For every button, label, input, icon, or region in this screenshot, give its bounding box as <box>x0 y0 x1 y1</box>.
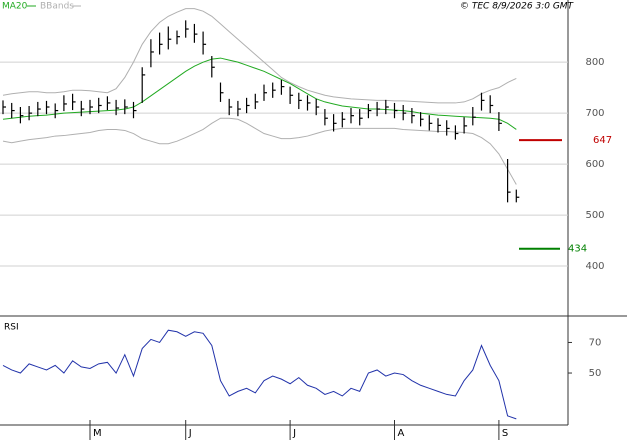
y-tick-label: 500 <box>585 210 604 221</box>
y-tick-label: 800 <box>585 57 604 68</box>
rsi-title: RSI <box>4 323 19 333</box>
legend-label: BBands <box>40 2 74 12</box>
y-tick-label: 600 <box>585 159 604 170</box>
x-tick-label: J <box>292 428 296 439</box>
copyright: © TEC 8/9/2026 3:0 GMT <box>460 2 575 12</box>
bband-upper <box>2 8 517 104</box>
bband-lower <box>2 117 517 185</box>
x-tick-label: M <box>93 428 102 439</box>
rsi-line <box>2 329 517 420</box>
y-tick-label: 50 <box>589 368 602 379</box>
level-label: 434 <box>568 244 587 255</box>
x-tick-label: S <box>502 428 508 439</box>
level-label: 647 <box>593 135 612 146</box>
legend-label: MA20 <box>2 2 28 12</box>
y-tick-label: 700 <box>585 108 604 119</box>
x-tick-label: A <box>398 428 405 439</box>
y-tick-label: 400 <box>585 261 604 272</box>
x-tick-label: J <box>188 428 192 439</box>
ma20-line <box>2 57 517 130</box>
y-tick-label: 70 <box>589 337 602 348</box>
